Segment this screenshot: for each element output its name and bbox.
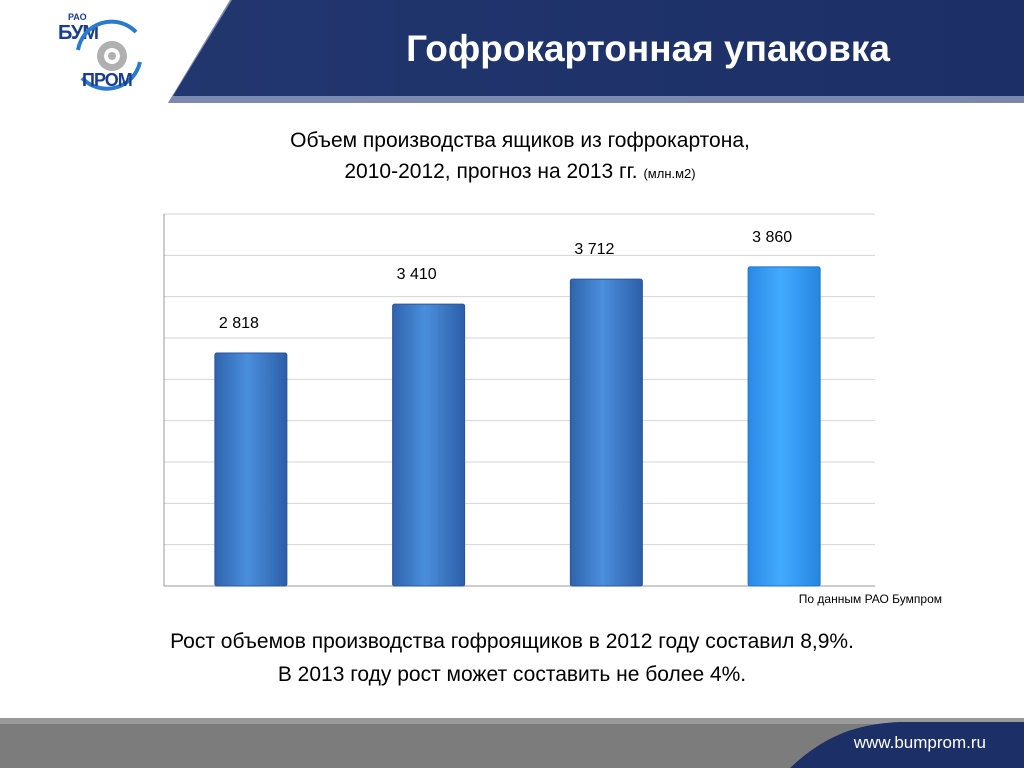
footer-website-link[interactable]: www.bumprom.ru (853, 733, 986, 752)
header-banner (168, 0, 1024, 103)
logo-rao-text: РАО (68, 12, 87, 22)
chart-bar (214, 352, 288, 587)
chart-bar (569, 278, 643, 587)
logo-prom-text: ПРОМ (82, 70, 133, 90)
chart-title-line2: 2010-2012, прогноз на 2013 гг. (млн.м2) (180, 156, 860, 189)
bar-value-label: 3 410 (397, 266, 437, 283)
bar-value-label: 2 818 (219, 315, 259, 332)
chart-bar (392, 303, 466, 587)
chart-title-line2-text: 2010-2012, прогноз на 2013 гг. (344, 160, 638, 183)
logo-gear-icon (76, 19, 142, 91)
summary-line2: В 2013 году рост может составить не боле… (277, 663, 747, 686)
source-note: По данным РАО Бумпром (798, 592, 942, 606)
slide-title: Гофрокартонная упаковка (406, 28, 890, 69)
bar-value-label: 3 860 (752, 229, 792, 246)
bar-value-label: 3 712 (574, 241, 614, 258)
chart-unit: (млн.м2) (643, 166, 696, 181)
chart-bar (747, 266, 821, 587)
logo-bum-text: БУМ (58, 22, 99, 44)
chart-title-line1: Объем производства ящиков из гофрокартон… (290, 129, 750, 152)
summary-line1: Рост объемов производства гофроящиков в … (170, 630, 854, 653)
chart-title: Объем производства ящиков из гофрокартон… (180, 125, 860, 189)
summary-text: Рост объемов производства гофроящиков в … (40, 625, 984, 691)
company-logo: РАО БУМ ПРОМ (58, 10, 168, 100)
